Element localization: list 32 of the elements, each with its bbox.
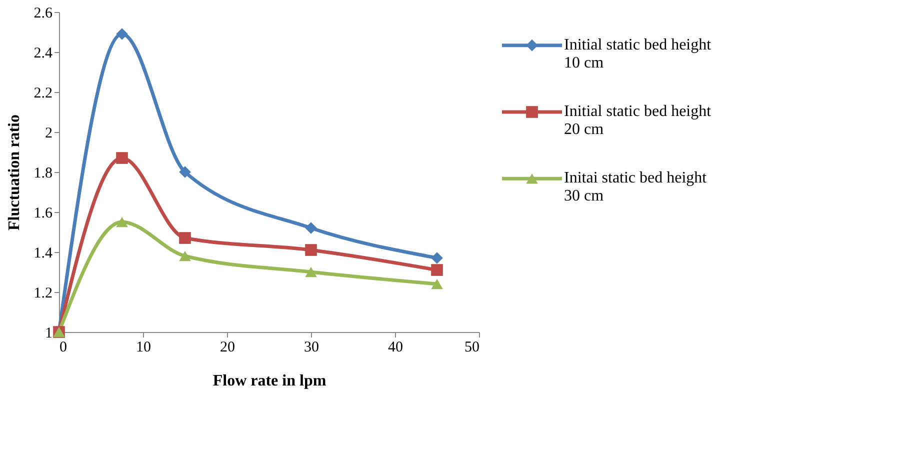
x-tick-label: 0 (60, 340, 67, 356)
x-tick-label: 40 (388, 340, 403, 356)
y-tick-label: 1 (45, 326, 52, 342)
point (116, 216, 128, 228)
legend-label: Initial static bed height 20 cm (564, 103, 712, 138)
point (305, 266, 317, 278)
point (179, 232, 191, 244)
legend-label: Initial static bed height 10 cm (564, 36, 712, 72)
x-tick-label: 10 (136, 340, 151, 356)
y-tick-label: 2 (45, 126, 52, 142)
y-tick-label: 2.4 (34, 46, 53, 62)
y-tick-label: 2.6 (34, 6, 53, 22)
point (431, 278, 443, 290)
x-tick-label: 20 (220, 340, 235, 356)
x-tick-label: 50 (464, 340, 480, 356)
point (179, 166, 191, 178)
point (116, 28, 128, 40)
y-tick-label: 1.2 (34, 286, 52, 302)
x-tick-label: 30 (304, 340, 319, 356)
point (305, 222, 317, 234)
y-tick-label: 1.6 (34, 206, 53, 222)
y-tick-label: 1.4 (34, 246, 53, 262)
point (431, 264, 443, 276)
y-tick-label: 2.2 (34, 86, 52, 102)
point (179, 250, 191, 262)
point (305, 244, 317, 256)
y-tick-label: 1.8 (34, 166, 52, 182)
y-axis-title: Fluctuation ratio (6, 114, 23, 230)
point (116, 152, 128, 164)
legend-label: Initai static bed height 30 cm (564, 170, 708, 205)
x-axis-title: Flow rate in lpm (212, 372, 327, 390)
point (431, 252, 443, 264)
